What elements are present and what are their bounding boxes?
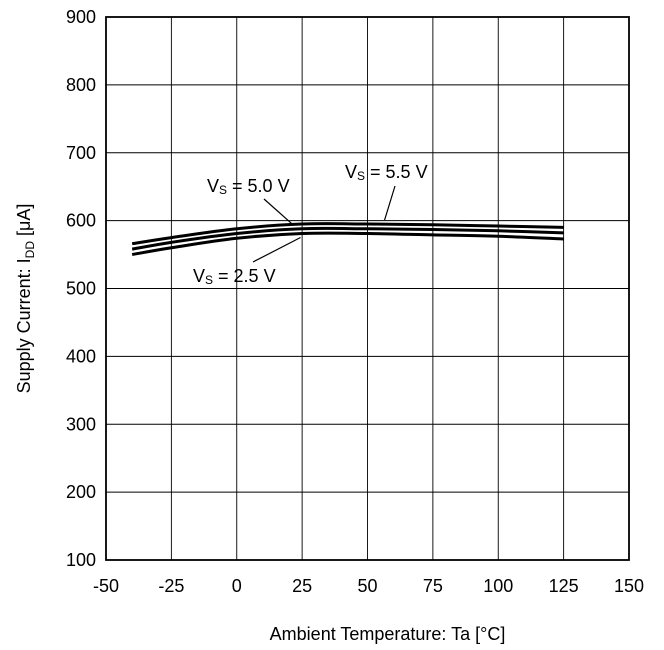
y-tick-label: 100 [66,550,96,570]
y-axis-label-prefix: Supply Current: I [14,258,34,393]
y-tick-label: 500 [66,279,96,299]
series-line-0 [131,222,564,246]
annotation-label-2: VS = 2.5 V [193,266,276,287]
y-tick-label: 700 [66,143,96,163]
annotation-label-0: VS = 5.0 V [207,176,290,197]
y-tick-label: 200 [66,482,96,502]
y-axis-label-suffix: [μA] [14,204,34,241]
y-axis-label-sub: DD [23,241,37,259]
series-lines [131,222,564,257]
y-tick-label: 600 [66,211,96,231]
x-tick-labels: -50 -25 0 25 50 75 100 125 150 [93,576,644,596]
y-axis-label: Supply Current: IDD [μA] [14,204,37,394]
y-tick-labels: 100 200 300 400 500 600 700 800 900 [66,7,96,570]
x-tick-label: -50 [93,576,119,596]
annotation-leader-2 [252,236,301,263]
x-tick-label: 25 [292,576,312,596]
y-tick-label: 400 [66,346,96,366]
x-tick-label: 150 [614,576,644,596]
plot-frame [105,16,630,561]
series-line-1 [131,226,564,251]
annotation-leader-1 [384,185,396,221]
x-tick-label: 0 [232,576,242,596]
y-tick-label: 800 [66,75,96,95]
series-line-2 [131,231,564,257]
series-annotations: VS = 5.0 V VS = 5.5 V VS = 2.5 V [193,162,428,287]
annotation-leader-0 [263,198,294,226]
x-tick-label: -25 [158,576,184,596]
y-tick-label: 900 [66,7,96,27]
y-tick-label: 300 [66,414,96,434]
x-tick-label: 50 [357,576,377,596]
x-tick-label: 125 [549,576,579,596]
x-tick-label: 100 [483,576,513,596]
annotation-label-1: VS = 5.5 V [345,162,428,183]
grid-lines [106,17,629,560]
x-axis-label: Ambient Temperature: Ta [°C] [270,624,506,644]
x-tick-label: 75 [423,576,443,596]
